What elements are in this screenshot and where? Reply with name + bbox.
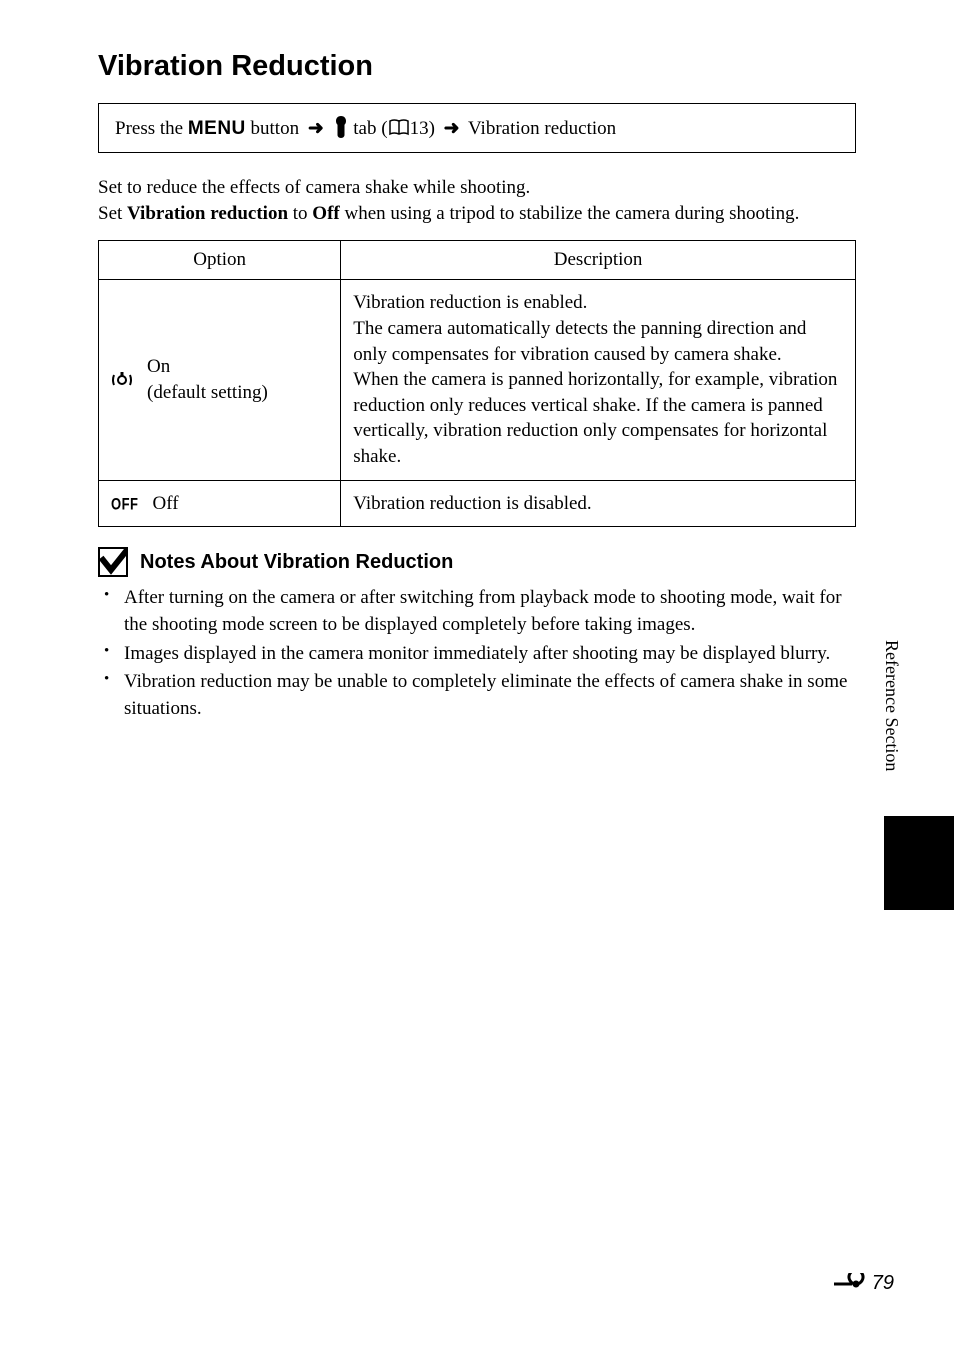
notes-title: Notes About Vibration Reduction — [140, 551, 453, 574]
list-item: Images displayed in the camera monitor i… — [118, 641, 856, 668]
option-on-line1: On — [147, 356, 170, 377]
menu-button-label: MENU — [188, 118, 246, 139]
intro-line2-post: when using a tripod to stabilize the cam… — [340, 203, 800, 224]
page-title: Vibration Reduction — [98, 50, 856, 83]
intro-line1: Set to reduce the effects of camera shak… — [98, 177, 530, 198]
nav-ref: 13) — [410, 118, 440, 139]
page-number: 79 — [872, 1272, 894, 1295]
arrow-icon: ➜ — [308, 118, 324, 139]
intro-line2-pre: Set — [98, 203, 127, 224]
vibration-reduction-icon — [111, 369, 133, 391]
option-off-desc: Vibration reduction is disabled. — [341, 480, 856, 527]
table-header-desc: Description — [341, 241, 856, 280]
setup-tab-icon — [333, 116, 349, 138]
list-item: After turning on the camera or after swi… — [118, 585, 856, 638]
list-item: Vibration reduction may be unable to com… — [118, 669, 856, 722]
nav-prefix: Press the — [115, 118, 188, 139]
intro-paragraph: Set to reduce the effects of camera shak… — [98, 175, 856, 226]
off-icon: OFF — [111, 492, 139, 515]
option-on-line2: (default setting) — [147, 382, 268, 403]
checkmark-box-icon — [98, 547, 128, 577]
navigation-path-box: Press the MENU button ➜ tab ( 13) ➜ Vibr… — [98, 103, 856, 153]
option-off-label: Off — [153, 491, 179, 517]
table-row: OFF Off Vibration reduction is disabled. — [99, 480, 856, 527]
table-header-option: Option — [99, 241, 341, 280]
side-section-label: Reference Section — [881, 640, 902, 771]
option-on-desc: Vibration reduction is enabled. The came… — [341, 280, 856, 480]
nav-target: Vibration reduction — [464, 118, 617, 139]
notes-header: Notes About Vibration Reduction — [98, 547, 856, 577]
arrow-icon: ➜ — [444, 118, 460, 139]
nav-mid1: button — [246, 118, 304, 139]
intro-bold2: Off — [312, 203, 339, 224]
options-table: Option Description On — [98, 240, 856, 527]
page-footer: 79 — [830, 1272, 894, 1295]
table-row: On (default setting) Vibration reduction… — [99, 280, 856, 480]
side-tab-indicator — [884, 816, 954, 910]
option-on-label: On (default setting) — [147, 354, 268, 405]
book-reference-icon — [388, 119, 410, 137]
reference-section-icon — [830, 1273, 870, 1295]
intro-line2-mid: to — [288, 203, 312, 224]
notes-list: After turning on the camera or after swi… — [98, 585, 856, 722]
intro-bold1: Vibration reduction — [127, 203, 288, 224]
nav-mid2: tab ( — [349, 118, 388, 139]
